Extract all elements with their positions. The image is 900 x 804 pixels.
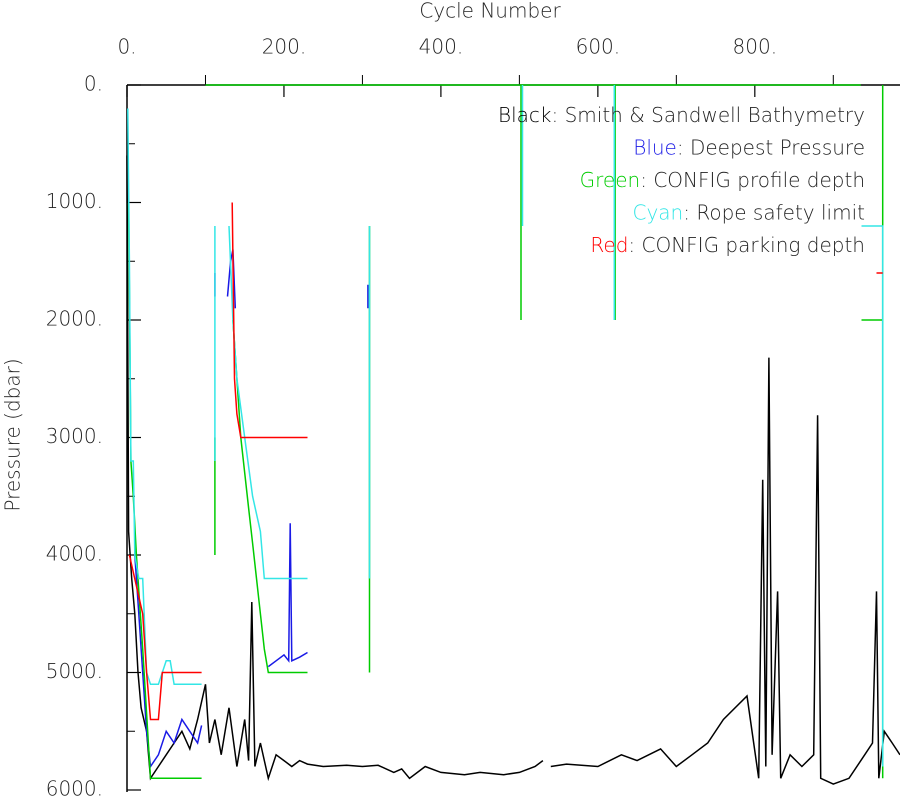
y-tick-label: 3000. (46, 424, 103, 448)
legend-entry: Red: CONFIG parking depth (590, 233, 865, 257)
legend-separator: : (677, 135, 690, 159)
legend-entry: Blue: Deepest Pressure (633, 135, 865, 159)
x-tick-label: 400. (419, 35, 464, 59)
legend-key: Green (580, 168, 641, 192)
series-line (134, 249, 369, 769)
legend-entry: Black: Smith & Sandwell Bathymetry (498, 103, 865, 127)
legend-name: Rope safety limit (696, 200, 865, 224)
legend-entry: Green: CONFIG profile depth (580, 168, 865, 192)
legend-key: Blue (633, 135, 677, 159)
legend-key: Cyan (633, 200, 684, 224)
x-tick-label: 800. (733, 35, 778, 59)
x-tick-label: 0. (117, 35, 136, 59)
legend-separator: : (628, 233, 641, 257)
y-tick-label: 5000. (46, 659, 103, 683)
x-axis-title: Cycle Number (419, 0, 561, 23)
x-tick-label: 200. (262, 35, 307, 59)
y-tick-label: 2000. (46, 307, 103, 331)
x-tick-label: 600. (576, 35, 621, 59)
legend-key: Red (590, 233, 628, 257)
legend-separator: : (640, 168, 653, 192)
legend-key: Black (498, 103, 552, 127)
legend-name: Smith & Sandwell Bathymetry (565, 103, 865, 127)
series-line (126, 155, 900, 785)
legend-name: CONFIG parking depth (642, 233, 866, 257)
y-axis-title: Pressure (dbar) (1, 358, 25, 511)
y-tick-label: 1000. (46, 189, 103, 213)
legend-name: CONFIG profile depth (653, 168, 865, 192)
legend-name: Deepest Pressure (690, 135, 865, 159)
legend-separator: : (551, 103, 564, 127)
series-line (128, 202, 883, 721)
legend-entry: Cyan: Rope safety limit (633, 200, 866, 224)
y-tick-label: 4000. (46, 542, 103, 566)
y-tick-label: 0. (84, 72, 103, 96)
y-tick-label: 6000. (46, 777, 103, 801)
series-line (127, 85, 884, 767)
legend-separator: : (683, 200, 696, 224)
